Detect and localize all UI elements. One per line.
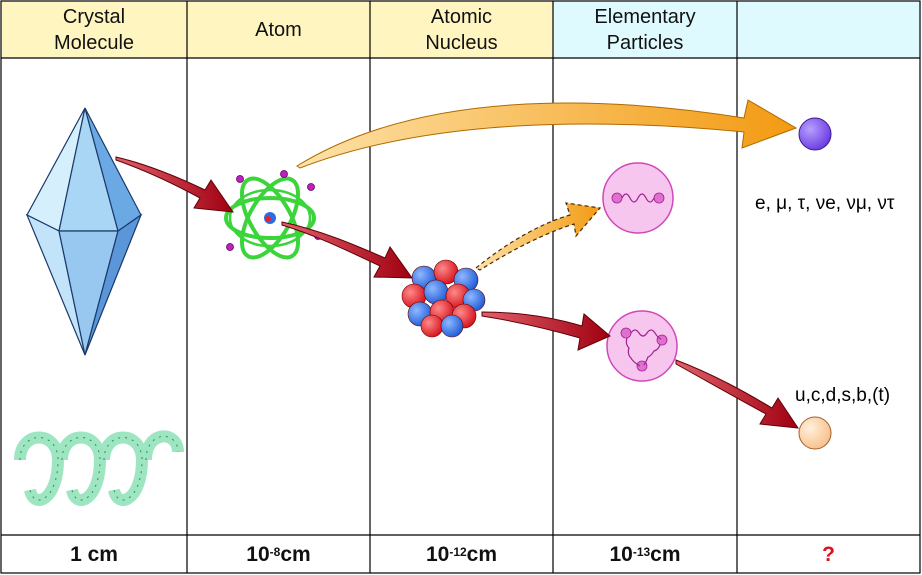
size-particles-exp: -13 [632,545,651,559]
size-atom-base: 10 [246,543,270,566]
question-mark: ? [822,543,835,566]
size-nucleus-unit: cm [466,543,498,566]
crystal-icon [25,107,143,356]
lepton-label-text: e, μ, τ, νe, νμ, ντ [755,193,895,214]
particle-bubble-lower [606,310,678,382]
size-nucleus-exp: -12 [449,545,467,559]
lepton-sphere-icon [798,117,832,151]
header-crystal-molecule: Crystal Molecule [53,5,135,54]
nucleus-cluster-icon [401,259,486,338]
size-atom-unit: cm [280,543,311,566]
molecule-helix-icon [14,430,184,506]
red-arrow-atom-to-nucleus [281,221,413,279]
quark-sphere-icon [798,416,832,450]
red-arrow-particle-to-quark [675,359,800,429]
atom-icon [224,176,316,260]
size-particles: 10 -13 cm [553,536,737,574]
particle-bubble-upper [602,162,674,234]
quark-label: u,c,d,s,b,(t) [795,385,891,406]
header-atomic-nucleus: Atomic Nucleus [425,5,498,54]
size-particles-base: 10 [609,543,633,566]
dashed-orange-arrow-to-particle [474,202,602,271]
header-atom: Atom [255,18,302,41]
size-nucleus: 10 -12 cm [370,536,553,574]
lepton-label: e, μ, τ, νe, νμ, ντ [755,193,894,215]
size-crystal: 1 cm [1,536,187,574]
atom-nucleus-dot [264,212,276,224]
orange-arrow-to-lepton [296,99,798,169]
header-elementary-particles: Elementary Particles [594,5,696,54]
size-particles-unit: cm [650,543,681,566]
red-arrow-crystal-to-atom [115,156,235,213]
size-crystal-text: 1 cm [70,543,118,566]
size-unknown: ? [737,536,920,574]
red-arrow-nucleus-to-particle [481,311,611,351]
size-atom-exp: -8 [269,545,281,559]
size-nucleus-base: 10 [425,543,450,566]
size-atom: 10 -8 cm [187,536,370,574]
header-empty [737,1,920,58]
